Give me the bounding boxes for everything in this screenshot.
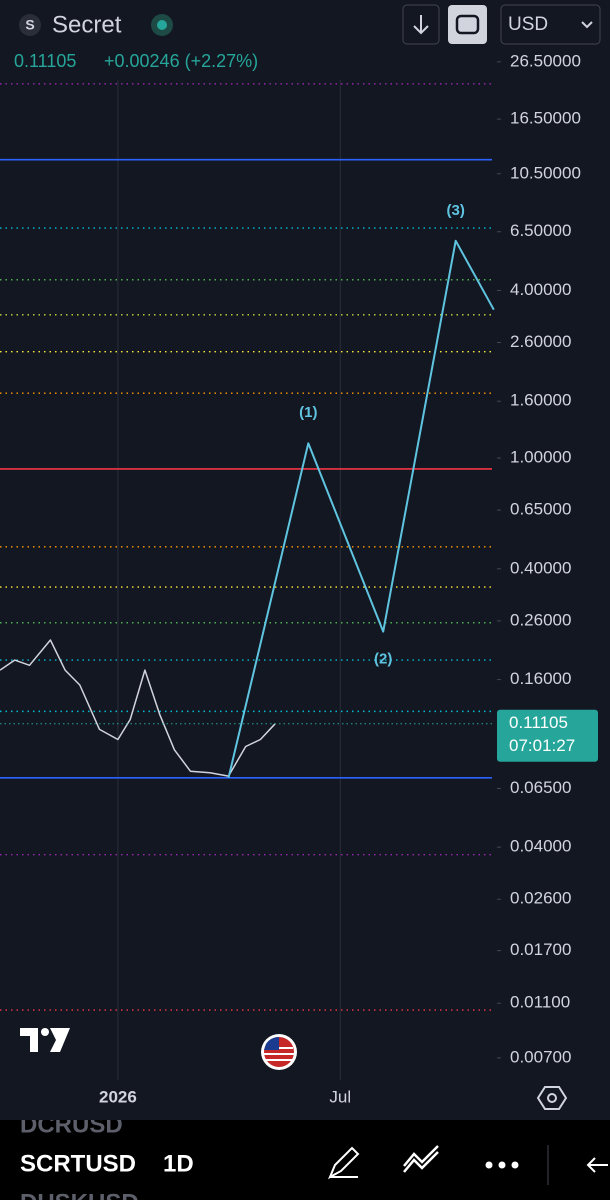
x-tick-label: Jul: [329, 1087, 351, 1106]
toolbar-symbol[interactable]: SCRTUSD: [20, 1150, 136, 1177]
wave-line: [227, 239, 495, 779]
y-tick-label: 2.60000: [510, 332, 571, 351]
header-price: 0.11105: [14, 51, 76, 71]
tradingview-logo: [20, 1028, 70, 1052]
us-flag-event[interactable]: [261, 1034, 297, 1070]
button-frame: [448, 5, 487, 44]
status-dot: [157, 20, 167, 30]
y-tick-label: 0.16000: [510, 669, 571, 688]
y-tick-label: 0.40000: [510, 558, 571, 577]
more-button[interactable]: [485, 1161, 519, 1169]
dot: [485, 1161, 493, 1169]
symbol-name[interactable]: Secret: [52, 11, 122, 38]
logo-part: [20, 1028, 38, 1052]
y-tick-label: 0.01700: [510, 940, 571, 959]
fullscreen-button[interactable]: [448, 5, 487, 44]
flag-canton: [264, 1036, 279, 1050]
x-tick-label: 2026: [99, 1087, 137, 1106]
plot: 2026 Jul 26.50000 16.50000 10.50000 6.50000 4.…: [0, 51, 598, 1106]
fullscreen-icon: [455, 14, 480, 35]
y-tick-label: 0.02600: [510, 889, 571, 908]
logo-part: [41, 1028, 49, 1036]
y-tick-label: 1.00000: [510, 448, 571, 467]
back-button[interactable]: [586, 1157, 608, 1173]
price-tag-countdown: 07:01:27: [509, 736, 575, 755]
download-icon: [413, 15, 429, 35]
dot: [498, 1161, 506, 1169]
settings-button[interactable]: [536, 1086, 568, 1110]
price-tag-value: 0.11105: [509, 713, 568, 732]
settings-icon: [536, 1086, 568, 1110]
y-tick-label: 0.01100: [510, 993, 570, 1012]
wave-label: (2): [374, 651, 392, 668]
dot: [511, 1161, 519, 1169]
ghost-symbol: DCRUSD: [20, 1111, 123, 1138]
settings-dot: [547, 1093, 557, 1103]
y-tick-label: 0.04000: [510, 837, 571, 856]
y-tick-label: 0.65000: [510, 500, 571, 519]
wave-label: (1): [299, 404, 317, 421]
y-tick-label: 0.26000: [510, 610, 571, 629]
currency-select[interactable]: USD: [500, 4, 601, 45]
toolbar: [0, 1120, 610, 1200]
download-button[interactable]: [402, 4, 440, 45]
y-tick-label: 10.50000: [510, 163, 581, 182]
price-line: [0, 639, 276, 777]
currency: USD: [508, 14, 548, 35]
price-tag: [497, 709, 598, 762]
y-tick-label: 26.50000: [510, 51, 581, 70]
wave-label: (3): [447, 202, 465, 219]
y-tick-label: 0.00700: [510, 1047, 571, 1066]
y-tick-label: 1.60000: [510, 391, 571, 410]
select-frame: [500, 4, 601, 45]
symbol-icon-text: S: [25, 17, 34, 33]
symbol-icon: [19, 14, 41, 36]
y-tick-label: 0.06500: [510, 778, 571, 797]
logo-part: [50, 1028, 70, 1052]
y-tick-label: 4.00000: [510, 280, 571, 299]
y-tick-label: 16.50000: [510, 109, 581, 128]
y-tick-label: 6.50000: [510, 221, 571, 240]
indicators-tool[interactable]: [403, 1145, 439, 1173]
chevron: [581, 21, 593, 29]
symbol-wheel: DCRUSD SCRTUSD DUSKUSD: [20, 1111, 139, 1200]
header-change: +0.00246 (+2.27%): [104, 51, 258, 71]
interval[interactable]: 1D: [163, 1150, 194, 1177]
ghost-symbol: DUSKUSD: [20, 1189, 139, 1200]
draw-tool[interactable]: [327, 1146, 360, 1180]
